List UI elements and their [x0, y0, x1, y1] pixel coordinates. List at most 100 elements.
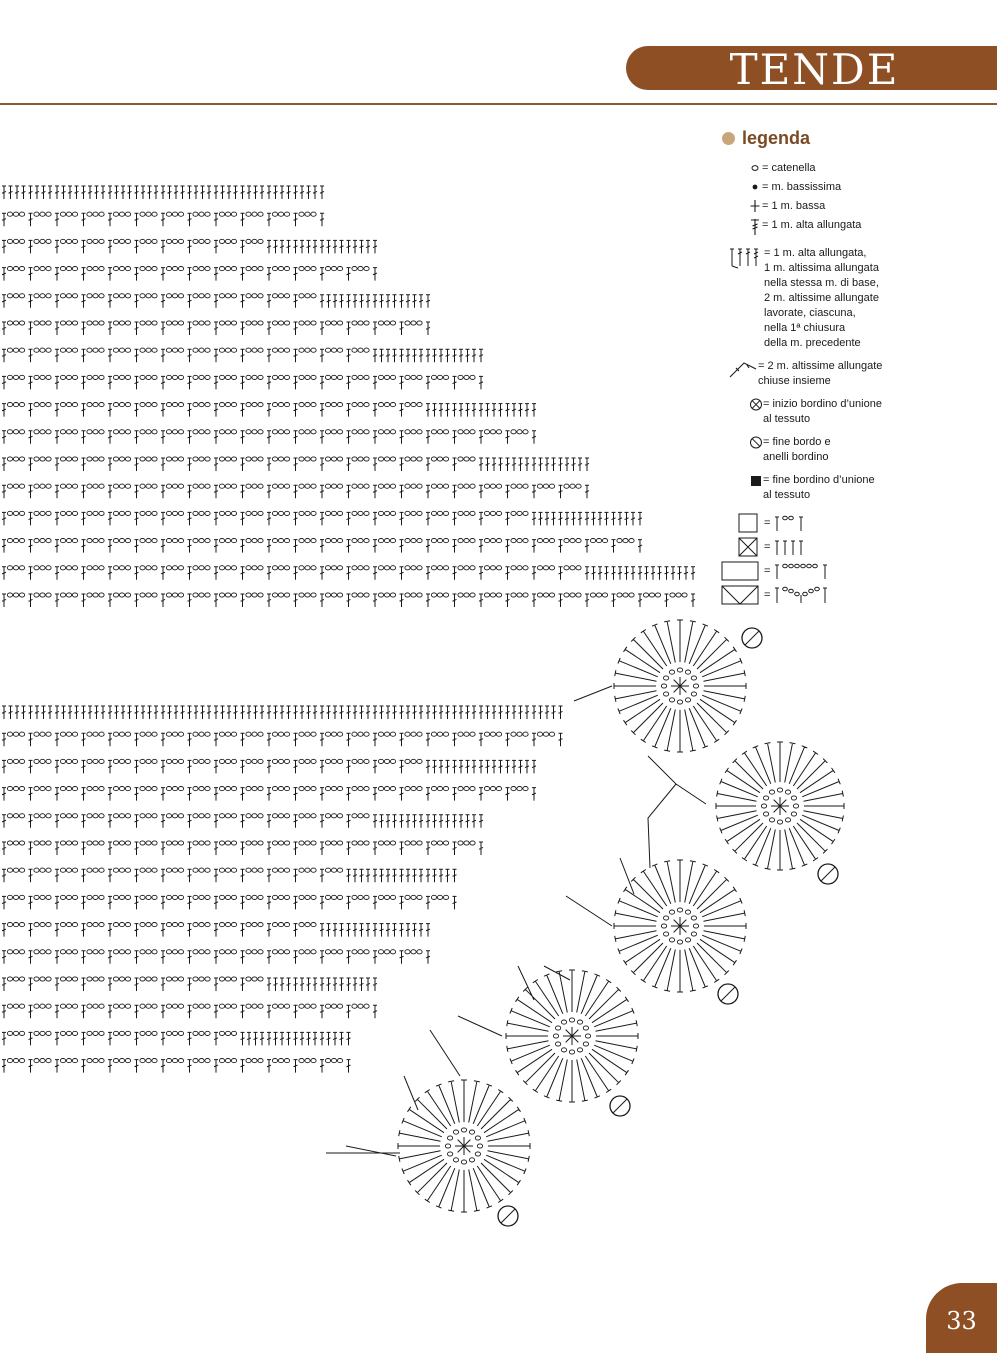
chain-loop [118, 592, 126, 598]
chain-loop [463, 565, 470, 571]
chain-loop [124, 456, 132, 462]
chain-loop [86, 402, 93, 408]
chain-loop [245, 402, 252, 408]
chain-loop [351, 320, 358, 326]
chain-loop [33, 731, 40, 737]
chain-loop [383, 538, 391, 544]
chain-loop [357, 894, 364, 900]
chain-loop [204, 538, 211, 544]
chain-loop [204, 758, 211, 764]
chain-loop [12, 538, 20, 544]
legend-item: = m. bassissima [748, 180, 990, 195]
chain-loop [245, 347, 252, 353]
chain-loop [510, 538, 517, 544]
chain-loop [569, 565, 576, 571]
chain-loop [224, 922, 232, 928]
chain-loop [310, 402, 317, 408]
chain-loop [324, 347, 332, 353]
chain-loop [92, 786, 99, 792]
chain-loop [71, 374, 79, 380]
chain-loop [112, 483, 120, 489]
chain-loop [198, 1058, 205, 1064]
chain-loop [790, 795, 797, 801]
chain-loop [522, 731, 529, 737]
chain-loop [271, 320, 279, 326]
chain-loop [86, 813, 93, 819]
chain-loop [304, 758, 311, 764]
chain-loop [298, 949, 305, 955]
chain-loop [18, 592, 26, 598]
chain-loop [198, 786, 205, 792]
chain-loop [124, 949, 132, 955]
chain-loop [310, 347, 317, 353]
chain-loop [65, 786, 73, 792]
chain-loop [245, 266, 252, 272]
chain-loop [404, 758, 411, 764]
chain-loop [177, 1030, 185, 1036]
chain-loop [18, 266, 26, 272]
chain-loop [389, 538, 397, 544]
chain-loop [204, 1003, 211, 1009]
chain-loop [112, 510, 120, 516]
chain-loop [351, 894, 358, 900]
chain-loop [118, 456, 126, 462]
wide-open-mesh-icon [720, 561, 760, 581]
chain-loop [118, 266, 126, 272]
chain-loop [245, 731, 252, 737]
chain-loop [483, 786, 491, 792]
chain-loop [65, 456, 73, 462]
chain-loop [230, 867, 238, 873]
chain-loop [442, 786, 450, 792]
chain-loop [230, 320, 238, 326]
chain-loop [124, 786, 132, 792]
chain-loop [404, 592, 411, 598]
chain-loop [86, 293, 93, 299]
chain-loop [124, 211, 132, 217]
chain-loop [124, 1058, 132, 1064]
chain-loop [33, 266, 40, 272]
chain-loop [404, 538, 411, 544]
chain-loop [92, 565, 99, 571]
chain-loop [177, 592, 185, 598]
chain-loop [495, 510, 503, 516]
chain-loop [71, 565, 79, 571]
chain-loop [298, 429, 305, 435]
chain-loop [776, 819, 784, 825]
chain-loop [363, 786, 370, 792]
chain-loop [569, 483, 576, 489]
chain-loop [124, 429, 132, 435]
chain-loop [118, 1058, 126, 1064]
chain-loop [139, 1058, 146, 1064]
chain-loop [165, 786, 173, 792]
chain-loop [310, 429, 317, 435]
chain-loop [245, 211, 252, 217]
end-edging-icon [748, 435, 763, 450]
chain-loop [112, 867, 120, 873]
chain-loop [277, 1058, 285, 1064]
chain-loop [59, 1003, 67, 1009]
chain-loop [768, 789, 776, 795]
chain-loop [469, 840, 476, 846]
chain-loop [112, 894, 120, 900]
chain-loop [33, 402, 40, 408]
chain-loop [33, 456, 40, 462]
chain-loop [377, 402, 385, 408]
chain-loop [468, 1157, 476, 1163]
chain-loop [39, 731, 46, 737]
chain-loop [86, 840, 93, 846]
chain-loop [436, 565, 444, 571]
chain-loop [177, 565, 185, 571]
chain-loop [310, 538, 317, 544]
chain-loop [18, 731, 26, 737]
chain-loop [86, 266, 93, 272]
chain-loop [251, 456, 258, 462]
chain-loop [86, 592, 93, 598]
chain-loop [763, 795, 770, 801]
chain-loop [283, 786, 291, 792]
chain-loop [65, 510, 73, 516]
chain-loop [357, 320, 364, 326]
chain-loop [118, 731, 126, 737]
chain-loop [45, 347, 52, 353]
chain-loop [92, 510, 99, 516]
legend-item-text: = m. bassissima [762, 181, 842, 193]
